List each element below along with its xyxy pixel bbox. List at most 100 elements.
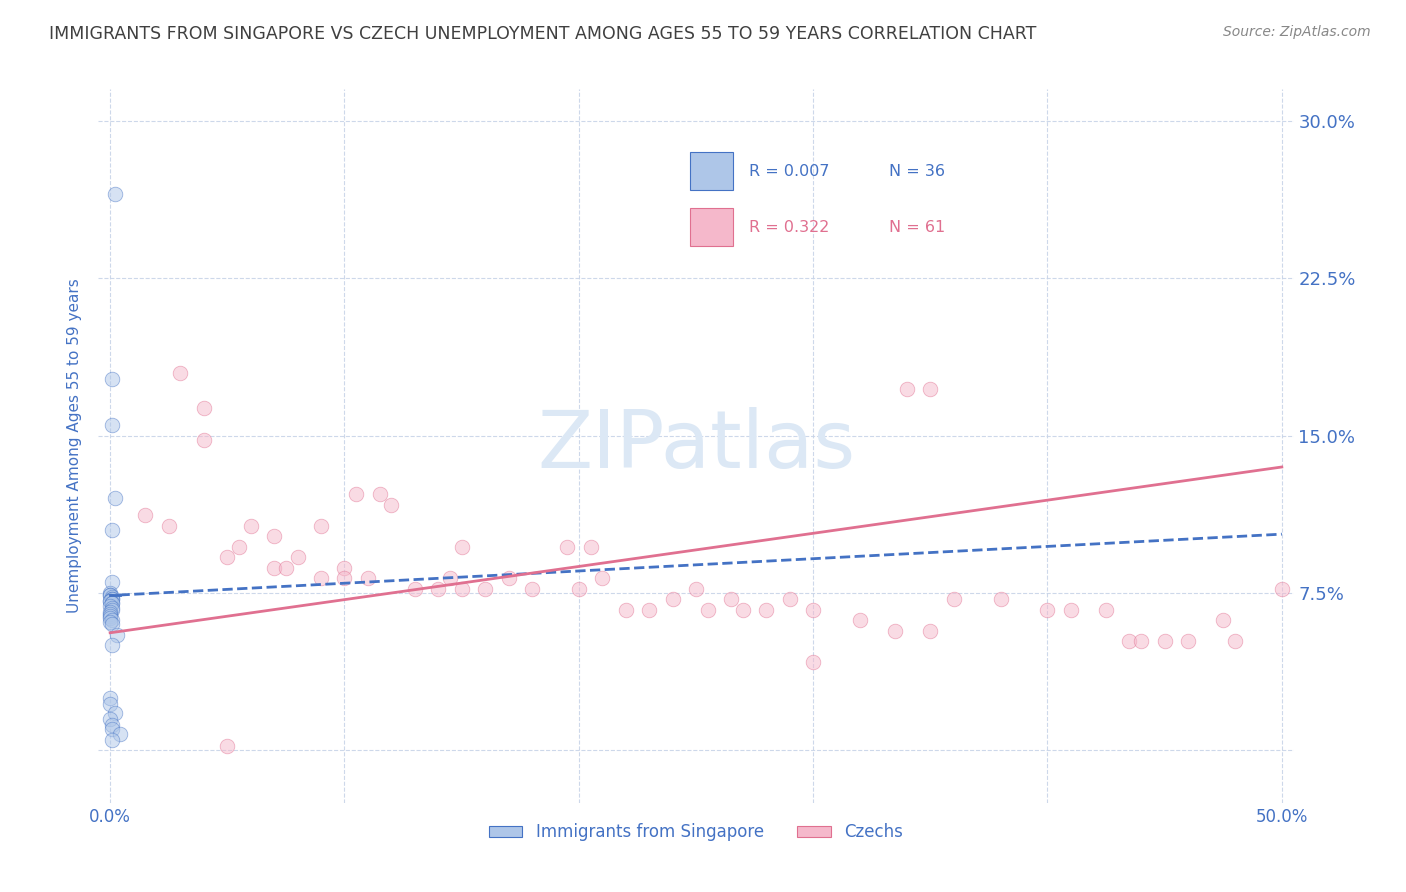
Point <box>98 588 121 602</box>
Point <box>101 639 124 653</box>
Point <box>309 571 332 585</box>
Point <box>108 726 131 740</box>
Point <box>942 592 965 607</box>
Point <box>685 582 707 596</box>
Point <box>333 571 356 585</box>
Point <box>1130 634 1153 648</box>
Point <box>104 187 127 202</box>
Point <box>696 603 718 617</box>
FancyBboxPatch shape <box>690 208 733 246</box>
Point <box>450 540 472 554</box>
Point <box>98 605 121 619</box>
Point <box>427 582 450 596</box>
Point <box>368 487 391 501</box>
Y-axis label: Unemployment Among Ages 55 to 59 years: Unemployment Among Ages 55 to 59 years <box>67 278 83 614</box>
Point <box>101 613 124 627</box>
Point <box>439 571 461 585</box>
Point <box>101 590 124 604</box>
Point <box>98 588 121 602</box>
Point <box>920 382 942 396</box>
Point <box>990 592 1012 607</box>
Point <box>98 712 121 726</box>
Point <box>801 655 824 669</box>
Point <box>555 540 578 554</box>
Point <box>157 518 180 533</box>
Point <box>101 718 124 732</box>
Point <box>404 582 426 596</box>
Point <box>169 366 191 380</box>
Point <box>380 498 402 512</box>
Point <box>105 628 128 642</box>
Point <box>101 372 124 386</box>
Point <box>1212 613 1234 627</box>
Point <box>638 603 661 617</box>
Point <box>520 582 543 596</box>
Point <box>101 592 124 607</box>
Point <box>498 571 520 585</box>
Legend: Immigrants from Singapore, Czechs: Immigrants from Singapore, Czechs <box>482 817 910 848</box>
Point <box>101 603 124 617</box>
Point <box>568 582 591 596</box>
Text: N = 61: N = 61 <box>890 219 946 235</box>
Point <box>104 491 127 506</box>
Point <box>263 529 285 543</box>
Point <box>217 550 239 565</box>
Point <box>98 594 121 608</box>
Point <box>450 582 472 596</box>
Point <box>239 518 262 533</box>
Point <box>101 592 124 607</box>
Point <box>849 613 872 627</box>
Point <box>731 603 754 617</box>
Point <box>755 603 778 617</box>
Point <box>896 382 918 396</box>
Point <box>1095 603 1118 617</box>
Point <box>274 560 297 574</box>
Point <box>101 600 124 615</box>
Point <box>101 417 124 432</box>
Point <box>720 592 742 607</box>
Point <box>193 433 215 447</box>
Point <box>228 540 250 554</box>
Point <box>98 594 121 608</box>
Point <box>193 401 215 416</box>
Point <box>309 518 332 533</box>
Text: N = 36: N = 36 <box>890 163 945 178</box>
Point <box>98 697 121 711</box>
FancyBboxPatch shape <box>690 152 733 190</box>
Point <box>101 596 124 610</box>
Point <box>779 592 801 607</box>
Point <box>357 571 380 585</box>
Text: Source: ZipAtlas.com: Source: ZipAtlas.com <box>1223 25 1371 39</box>
Point <box>1153 634 1175 648</box>
Point <box>1271 582 1294 596</box>
Point <box>263 560 285 574</box>
Point <box>101 617 124 632</box>
Point <box>920 624 942 638</box>
Point <box>134 508 156 523</box>
Point <box>98 607 121 621</box>
Point <box>101 732 124 747</box>
Point <box>333 560 356 574</box>
Point <box>344 487 367 501</box>
Point <box>579 540 602 554</box>
Point <box>217 739 239 753</box>
Point <box>884 624 907 638</box>
Point <box>98 690 121 705</box>
Point <box>101 596 124 610</box>
Point <box>1118 634 1140 648</box>
Point <box>1060 603 1083 617</box>
Point <box>474 582 496 596</box>
Point <box>98 611 121 625</box>
Point <box>1177 634 1199 648</box>
Point <box>101 523 124 537</box>
Point <box>101 723 124 737</box>
Point <box>1036 603 1059 617</box>
Point <box>614 603 637 617</box>
Point <box>1223 634 1246 648</box>
Point <box>98 586 121 600</box>
Point <box>101 575 124 590</box>
Text: ZIPatlas: ZIPatlas <box>537 407 855 485</box>
Point <box>98 609 121 624</box>
Text: R = 0.322: R = 0.322 <box>749 219 830 235</box>
Text: IMMIGRANTS FROM SINGAPORE VS CZECH UNEMPLOYMENT AMONG AGES 55 TO 59 YEARS CORREL: IMMIGRANTS FROM SINGAPORE VS CZECH UNEMP… <box>49 25 1036 43</box>
